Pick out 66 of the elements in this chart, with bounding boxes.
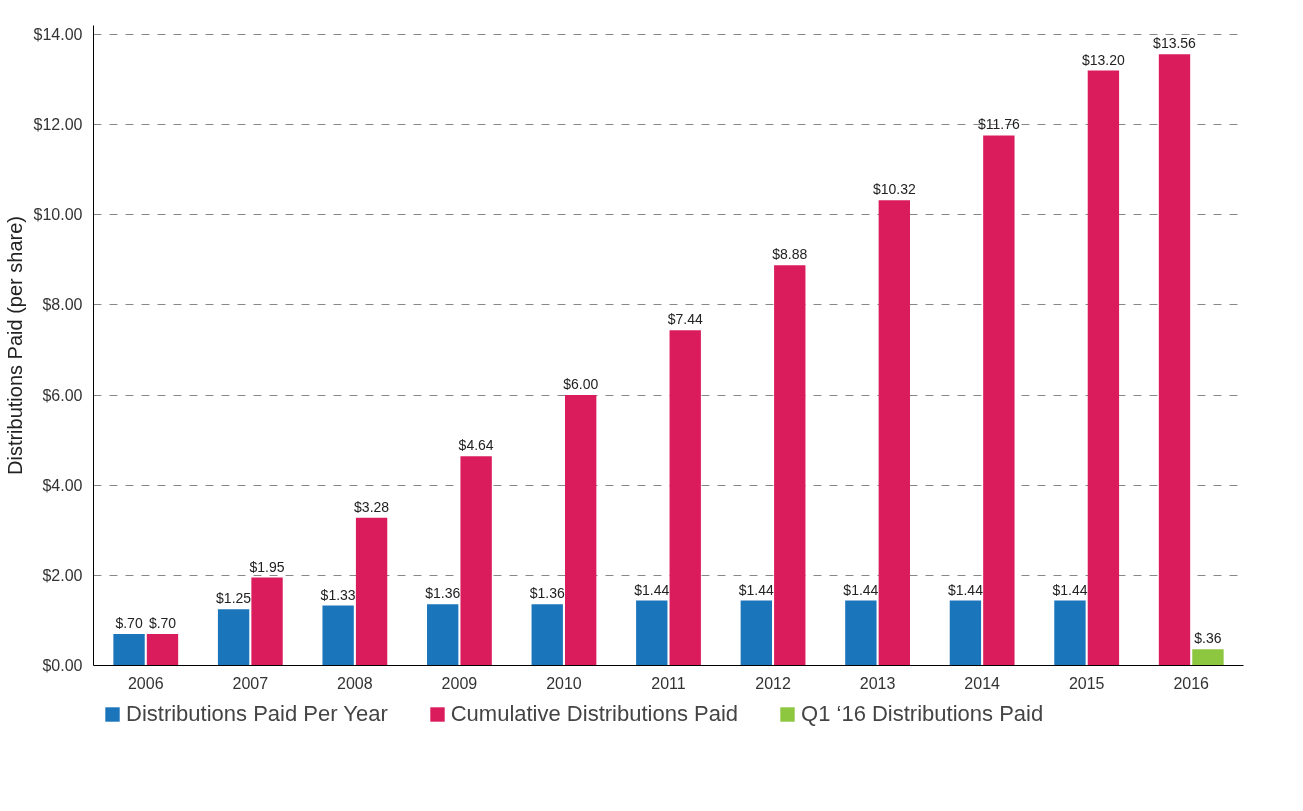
data-label: $13.20: [1082, 51, 1126, 68]
data-label: $1.44: [738, 581, 775, 598]
bar: [217, 609, 250, 666]
data-label: $1.44: [1052, 581, 1088, 598]
bar: [251, 577, 283, 666]
data-label: $.70: [148, 614, 177, 631]
data-label: $1.44: [947, 581, 984, 598]
bar: [636, 600, 668, 666]
bar: [1054, 600, 1086, 666]
bar: [322, 605, 354, 666]
bar: [460, 456, 492, 666]
data-label: $1.95: [249, 558, 285, 575]
data-label: $1.44: [634, 581, 670, 598]
bar: [113, 633, 145, 666]
x-tick-label: 2014: [964, 674, 1001, 692]
x-tick-label: 2008: [337, 674, 373, 692]
bar: [669, 330, 701, 666]
bar: [845, 600, 877, 666]
bar: [1087, 70, 1120, 666]
x-tick-label: 2015: [1068, 674, 1105, 692]
data-label: $11.76: [977, 116, 1020, 133]
y-tick-label: $0.00: [42, 657, 83, 674]
bar: [949, 600, 982, 666]
y-tick-label: $6.00: [42, 386, 83, 404]
bar: [355, 517, 388, 666]
x-tick-label: 2016: [1173, 674, 1210, 692]
data-label: $1.25: [216, 590, 252, 607]
data-label: $6.00: [563, 376, 599, 393]
x-tick-label: 2013: [859, 674, 896, 692]
bar: [983, 135, 1015, 666]
data-label: $13.56: [1153, 35, 1197, 52]
bar: [146, 633, 179, 666]
legend-label: Q1 ‘16 Distributions Paid: [801, 701, 1044, 727]
data-label: $.36: [1194, 630, 1222, 647]
x-tick-label: 2006: [127, 674, 164, 692]
data-label: $7.44: [667, 311, 703, 328]
data-label: $1.44: [843, 581, 879, 598]
data-label: $.70: [115, 614, 143, 631]
x-tick-label: 2011: [651, 674, 686, 692]
y-tick-label: $4.00: [42, 476, 83, 494]
bar: [878, 200, 910, 666]
y-axis-title: Distributions Paid (per share): [3, 216, 26, 475]
bar: [774, 265, 806, 666]
data-label: $3.28: [354, 498, 390, 515]
y-tick-label: $10.00: [33, 206, 83, 224]
x-tick-label: 2009: [441, 674, 478, 692]
legend-label: Cumulative Distributions Paid: [450, 701, 739, 727]
bar: [565, 395, 597, 666]
x-tick-label: 2012: [755, 674, 791, 692]
bar: [1192, 649, 1224, 666]
x-tick-label: 2007: [232, 674, 269, 692]
data-label: $1.33: [320, 586, 356, 603]
bar: [740, 600, 772, 666]
y-tick-label: $14.00: [33, 26, 83, 44]
y-tick-label: $8.00: [42, 296, 83, 314]
bar: [531, 604, 563, 666]
bar: [427, 604, 459, 666]
data-label: $1.36: [529, 585, 565, 602]
data-label: $8.88: [772, 246, 808, 263]
data-label: $4.64: [458, 437, 494, 454]
x-tick-label: 2010: [546, 674, 582, 692]
data-label: $1.36: [425, 585, 461, 602]
data-label: $10.32: [872, 181, 916, 198]
y-tick-label: $2.00: [42, 566, 83, 584]
legend-label: Distributions Paid Per Year: [126, 701, 388, 727]
y-tick-label: $12.00: [33, 116, 83, 134]
